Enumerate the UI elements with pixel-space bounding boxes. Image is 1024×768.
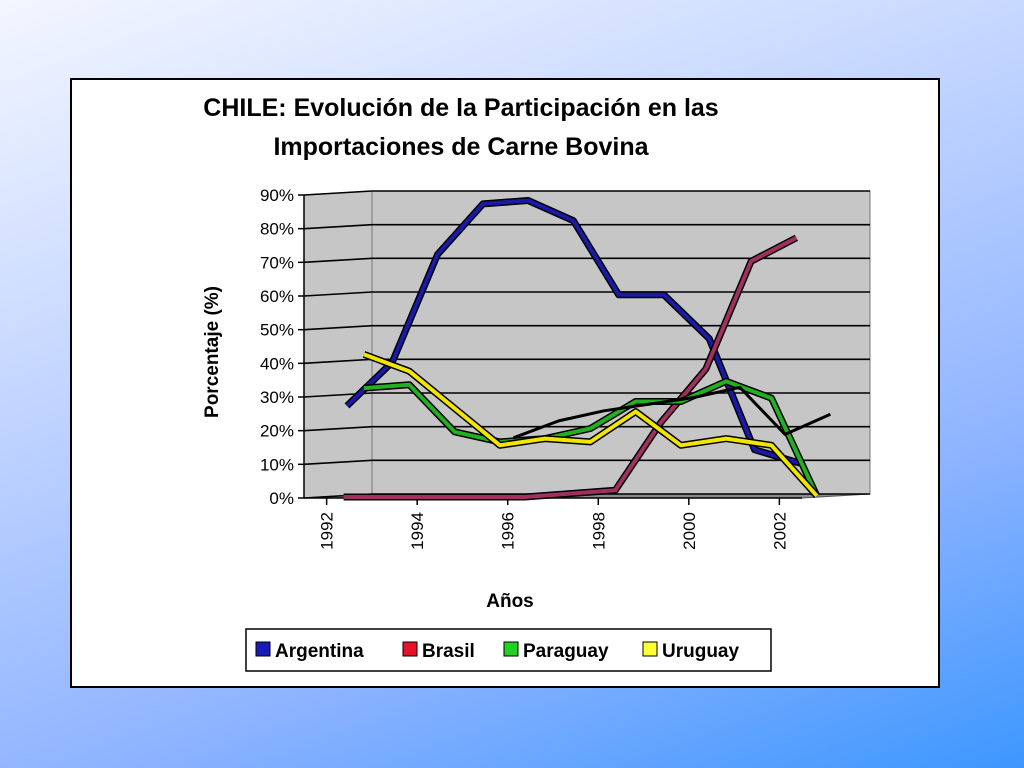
uruguay-line xyxy=(363,352,819,498)
legend-swatch-argentina xyxy=(255,641,271,657)
side-wall xyxy=(303,190,373,499)
y-tick-label: 60% xyxy=(260,287,294,306)
chart-title-line-1: CHILE: Evolución de la Participación en … xyxy=(203,94,718,122)
argentina-line xyxy=(345,198,801,466)
y-tick-label: 20% xyxy=(260,422,294,441)
x-axis-label: Años xyxy=(486,591,534,612)
legend-swatch-brasil xyxy=(402,641,418,657)
x-tick-label: 1996 xyxy=(499,512,518,550)
x-tick-label: 1998 xyxy=(589,512,608,550)
legend-label-uruguay: Uruguay xyxy=(662,641,740,662)
gridline xyxy=(303,425,870,432)
x-tick-label: 2002 xyxy=(770,512,789,550)
y-tick-label: 70% xyxy=(260,253,294,272)
legend-swatch-paraguay xyxy=(503,641,519,657)
chart-title-line-2: Importaciones de Carne Bovina xyxy=(273,133,649,161)
y-tick-label: 10% xyxy=(260,455,294,474)
legend-label-argentina: Argentina xyxy=(275,641,364,662)
legend: Argentina Brasil Paraguay Uruguay xyxy=(245,628,772,672)
y-tick-label: 0% xyxy=(269,489,294,508)
brasil-line xyxy=(343,236,798,499)
x-axis-ticks: 1992 1994 1996 1998 2000 2002 xyxy=(304,497,802,550)
legend-swatch-uruguay xyxy=(642,641,658,657)
chart-frame: CHILE: Evolución de la Participación en … xyxy=(70,78,940,688)
x-tick-label: 1994 xyxy=(408,512,427,550)
y-tick-label: 30% xyxy=(260,388,294,407)
y-tick-label: 40% xyxy=(260,354,294,373)
y-tick-label: 50% xyxy=(260,321,294,340)
gridline xyxy=(303,190,870,196)
legend-label-brasil: Brasil xyxy=(422,641,475,662)
chart-svg: CHILE: Evolución de la Participación en … xyxy=(202,94,871,672)
gridline xyxy=(303,459,870,466)
series-layer xyxy=(343,197,832,501)
gridline xyxy=(303,291,870,297)
y-tick-label: 80% xyxy=(260,220,294,239)
legend-label-paraguay: Paraguay xyxy=(523,641,609,662)
gridline xyxy=(303,223,870,230)
series-extra-line xyxy=(512,385,832,440)
x-tick-label: 1992 xyxy=(318,512,337,550)
y-axis-ticks: 0% 10% 20% 30% 40% 50% 60% 70% 80% 90% xyxy=(260,186,305,508)
gridline xyxy=(303,257,870,264)
y-tick-label: 90% xyxy=(260,186,294,205)
y-axis-label: Porcentaje (%) xyxy=(202,286,223,418)
gridline xyxy=(303,324,870,331)
x-tick-label: 2000 xyxy=(680,512,699,550)
